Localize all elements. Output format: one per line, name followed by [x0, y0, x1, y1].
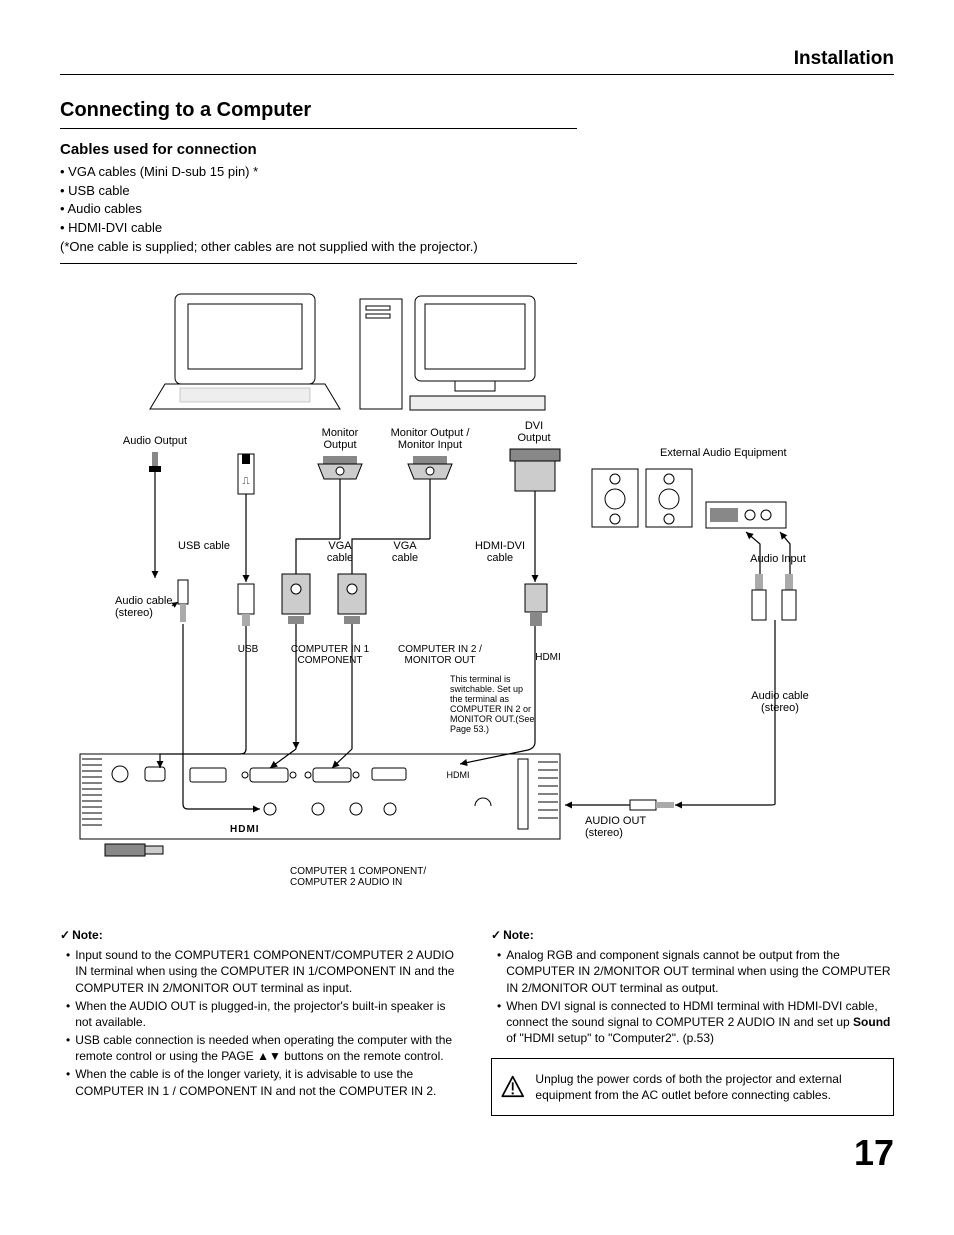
audio-jack-icon [149, 452, 161, 472]
label-audio-input: Audio Input [750, 553, 806, 565]
header-title: Installation [794, 48, 894, 69]
usb-plug-lower-icon [238, 584, 254, 626]
label-computer-in-1: COMPUTER IN 1COMPONENT [291, 644, 370, 666]
label-monitor-output-input: Monitor Output /Monitor Input [391, 427, 471, 451]
vga-plug-lower-1-icon [282, 574, 310, 624]
label-computer-audio-in: COMPUTER 1 COMPONENT/COMPUTER 2 AUDIO IN [290, 866, 426, 888]
svg-text:⎍: ⎍ [243, 476, 250, 487]
label-audio-output: Audio Output [123, 435, 187, 447]
notes-left: Note: Input sound to the COMPUTER1 COMPO… [60, 927, 463, 1116]
section-title: Connecting to a Computer [60, 99, 577, 129]
note-left-item: When the AUDIO OUT is plugged-in, the pr… [66, 998, 463, 1030]
page-number: 17 [60, 1132, 894, 1174]
label-hdmi: HDMI [535, 652, 561, 663]
cables-block: Cables used for connection • VGA cables … [60, 139, 577, 264]
cable-item-2: • Audio cables [60, 200, 577, 219]
label-audio-out: AUDIO OUT(stereo) [585, 815, 646, 839]
label-audio-cable-left: Audio cable(stereo) [115, 595, 173, 619]
desktop-icon [360, 296, 545, 410]
vga-connector-1-icon [318, 456, 362, 479]
notes-region: Note: Input sound to the COMPUTER1 COMPO… [60, 927, 894, 1116]
cable-item-1: • USB cable [60, 182, 577, 201]
audio-plug-lower-icon [178, 580, 188, 622]
label-usb: USB [238, 644, 259, 655]
cable-item-3: • HDMI-DVI cable [60, 219, 577, 238]
hdmi-plug-lower-icon [525, 584, 547, 626]
note-left-heading: Note: [60, 927, 463, 943]
svg-text:HDMI: HDMI [230, 824, 260, 835]
speaker-left-icon [592, 469, 638, 527]
cable-item-0: • VGA cables (Mini D-sub 15 pin) * [60, 163, 577, 182]
speaker-right-icon [646, 469, 692, 527]
cables-heading: Cables used for connection [60, 139, 577, 161]
wiring-diagram: Audio Output MonitorOutput Monitor Outpu… [60, 284, 894, 904]
label-usb-cable: USB cable [178, 540, 230, 552]
page-header: Installation [60, 48, 894, 75]
label-computer-in-2: COMPUTER IN 2 /MONITOR OUT [398, 644, 482, 666]
warning-box: Unplug the power cords of both the proje… [491, 1058, 894, 1116]
note-left-item: Input sound to the COMPUTER1 COMPONENT/C… [66, 947, 463, 996]
dvi-connector-icon [510, 449, 560, 491]
note-left-item: When the cable is of the longer variety,… [66, 1066, 463, 1098]
note-right-item: Analog RGB and component signals cannot … [497, 947, 894, 996]
label-vga-1: VGAcable [327, 540, 353, 564]
laptop-icon [150, 294, 340, 409]
usb-plug-icon: ⎍ [238, 454, 254, 494]
note-right-item: When DVI signal is connected to HDMI ter… [497, 998, 894, 1047]
vga-plug-lower-2-icon [338, 574, 366, 624]
warning-text: Unplug the power cords of both the proje… [535, 1071, 885, 1103]
svg-text:HDMI: HDMI [447, 770, 470, 780]
warning-icon [500, 1065, 525, 1109]
label-audio-cable-right: Audio cable(stereo) [751, 690, 809, 714]
cables-footnote: (*One cable is supplied; other cables ar… [60, 238, 577, 257]
label-switchable: This terminal is switchable. Set up the … [450, 674, 537, 734]
label-external-audio: External Audio Equipment [660, 447, 787, 459]
label-dvi-output: DVIOutput [517, 420, 550, 444]
label-hdmi-dvi: HDMI-DVIcable [475, 540, 525, 564]
label-monitor-output: MonitorOutput [322, 427, 359, 451]
vga-connector-2-icon [408, 456, 452, 479]
projector-panel-icon: HDMI HDMI [80, 754, 560, 856]
amplifier-icon [706, 502, 786, 528]
audio-plugs-right-icon [752, 574, 796, 620]
note-left-item: USB cable connection is needed when oper… [66, 1032, 463, 1064]
notes-right: Note: Analog RGB and component signals c… [491, 927, 894, 1116]
note-right-heading: Note: [491, 927, 894, 943]
label-vga-2: VGAcable [392, 540, 418, 564]
audio-out-plug-icon [630, 800, 674, 810]
